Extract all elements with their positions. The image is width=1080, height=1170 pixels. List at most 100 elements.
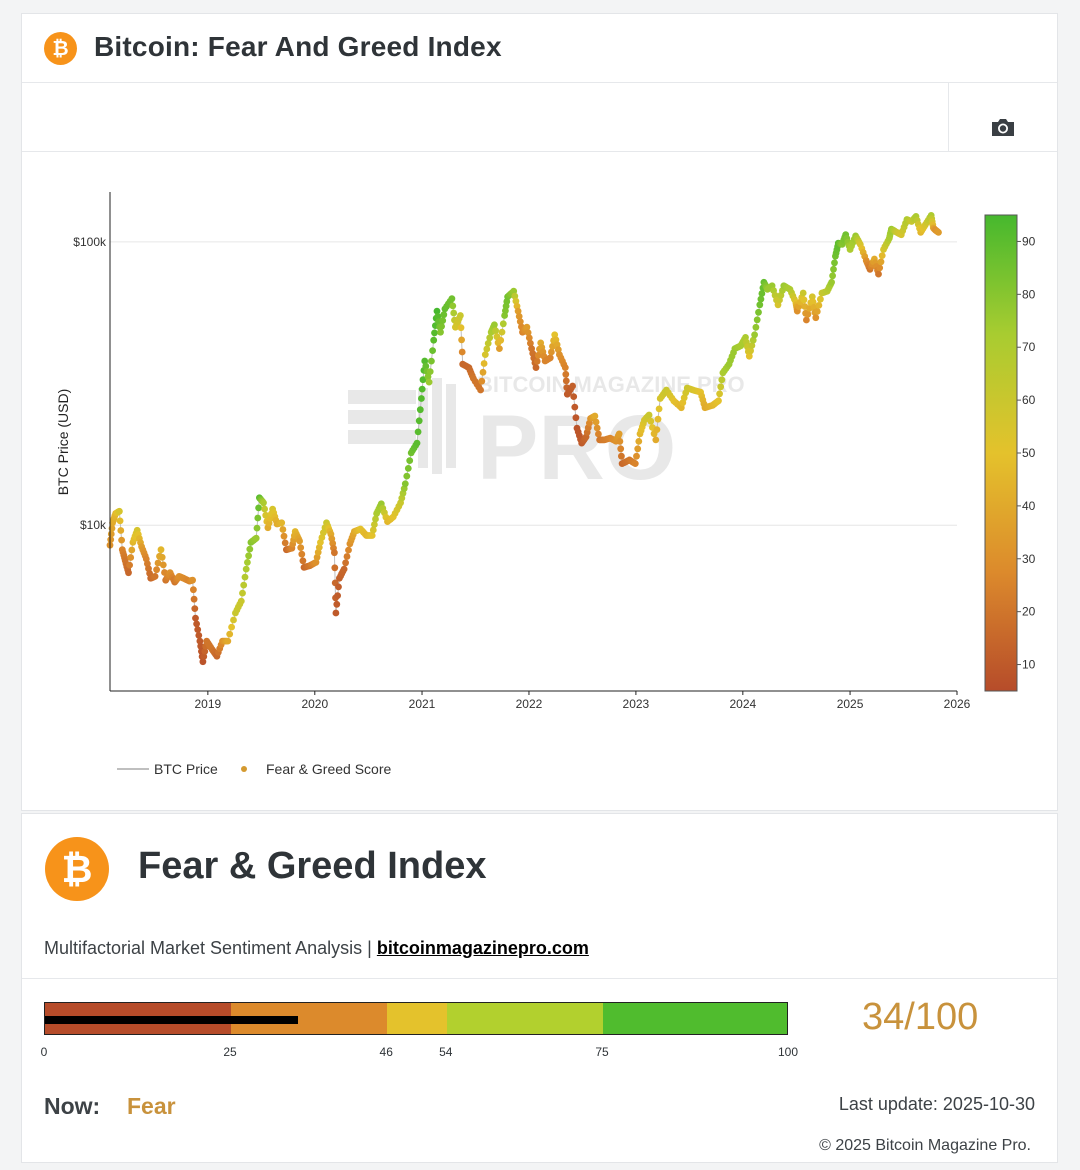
score-point <box>418 385 426 393</box>
score-point <box>298 550 306 558</box>
colorbar-tick-label: 10 <box>1022 658 1036 672</box>
score-point <box>645 411 653 419</box>
fear-greed-chart[interactable]: BITCOIN MAGAZINE PRO PRO $10k $100k 2019 20… <box>22 152 1057 812</box>
score-point <box>334 592 341 599</box>
chart-legend[interactable]: BTC Price Fear & Greed Score <box>117 761 391 777</box>
score-point <box>755 308 762 316</box>
score-point <box>437 328 444 336</box>
x-tick-label: 2026 <box>944 697 971 711</box>
score-point <box>230 616 237 624</box>
score-point <box>458 336 465 344</box>
score-point <box>458 348 466 356</box>
score-point <box>159 561 167 569</box>
score-point <box>404 465 412 472</box>
score-point <box>817 295 824 303</box>
score-point <box>492 327 499 335</box>
x-tick-label: 2021 <box>409 697 436 711</box>
score-point <box>592 418 600 426</box>
x-tick-label: 2022 <box>516 697 543 711</box>
chart-card: ₿ Bitcoin: Fear And Greed Index <box>21 13 1058 811</box>
legend-fear-greed-score[interactable]: Fear & Greed Score <box>266 761 391 777</box>
score-point <box>224 637 232 645</box>
score-point <box>654 415 662 423</box>
score-point <box>572 414 580 422</box>
bitcoin-logo-icon: ₿ <box>44 32 77 65</box>
score-point <box>751 331 758 339</box>
gauge-segment <box>446 1003 603 1034</box>
score-point <box>635 438 643 445</box>
score-point <box>280 532 288 540</box>
score-point <box>515 313 523 320</box>
score-point <box>194 626 202 633</box>
score-point <box>491 321 498 329</box>
x-tick-label: 2023 <box>623 697 650 711</box>
score-point <box>523 323 531 331</box>
score-point <box>533 358 541 365</box>
score-point <box>434 313 442 320</box>
copyright: © 2025 Bitcoin Magazine Pro. <box>819 1137 1031 1154</box>
score-point <box>332 609 340 617</box>
score-point <box>756 301 764 309</box>
score-point <box>634 445 642 453</box>
bitcoin-logo-icon: ₿ <box>45 837 109 901</box>
score-point <box>652 436 660 444</box>
score-point <box>107 536 115 543</box>
score-point <box>297 544 305 551</box>
score-point <box>757 295 765 303</box>
score-point <box>935 229 942 236</box>
score-point <box>716 390 723 398</box>
y-tick-label: $100k <box>73 235 107 249</box>
colorbar-tick-label: 80 <box>1022 287 1036 301</box>
score-point <box>278 519 286 527</box>
score-point <box>591 412 599 420</box>
y-tick-label: $10k <box>80 518 107 532</box>
score-point <box>457 324 465 332</box>
score-point <box>279 526 287 533</box>
score-point <box>245 552 253 560</box>
score-point <box>615 430 623 438</box>
score-point <box>296 537 303 545</box>
score-point <box>752 323 760 331</box>
score-point <box>525 334 533 342</box>
score-point <box>498 328 506 336</box>
divider <box>22 978 1057 979</box>
score-point <box>813 308 821 315</box>
score-point <box>331 564 339 572</box>
score-point <box>561 364 569 371</box>
score-point <box>595 430 602 438</box>
score-point <box>532 364 540 371</box>
score-point <box>403 472 411 480</box>
score-point <box>128 546 136 554</box>
score-point <box>486 334 494 342</box>
score-point <box>753 316 761 324</box>
colorbar-tick-label: 20 <box>1022 605 1036 619</box>
score-point <box>331 549 338 557</box>
score-point <box>189 576 197 584</box>
legend-btc-price[interactable]: BTC Price <box>154 761 218 777</box>
score-point <box>571 403 579 411</box>
score-point <box>593 424 601 432</box>
score-point <box>413 439 421 447</box>
x-tick-label: 2020 <box>301 697 328 711</box>
score-point <box>804 310 812 318</box>
score-point <box>372 515 379 523</box>
score-point <box>812 314 820 322</box>
score-point <box>655 405 663 413</box>
score-point <box>617 445 625 453</box>
score-point <box>653 426 661 433</box>
score-point <box>499 320 507 328</box>
score-point <box>191 605 199 612</box>
score-point <box>745 352 753 360</box>
score-point <box>875 270 882 278</box>
score-point <box>127 554 135 561</box>
score-point <box>497 336 505 344</box>
website-link[interactable]: bitcoinmagazinepro.com <box>376 938 589 958</box>
now-sentiment: Fear <box>127 1093 176 1119</box>
score-point <box>562 370 570 378</box>
camera-icon[interactable] <box>990 116 1016 138</box>
score-point <box>616 438 624 445</box>
score-point <box>201 648 209 655</box>
score-point <box>299 557 307 565</box>
chart-header: ₿ Bitcoin: Fear And Greed Index <box>22 14 1057 83</box>
score-point <box>333 600 341 608</box>
